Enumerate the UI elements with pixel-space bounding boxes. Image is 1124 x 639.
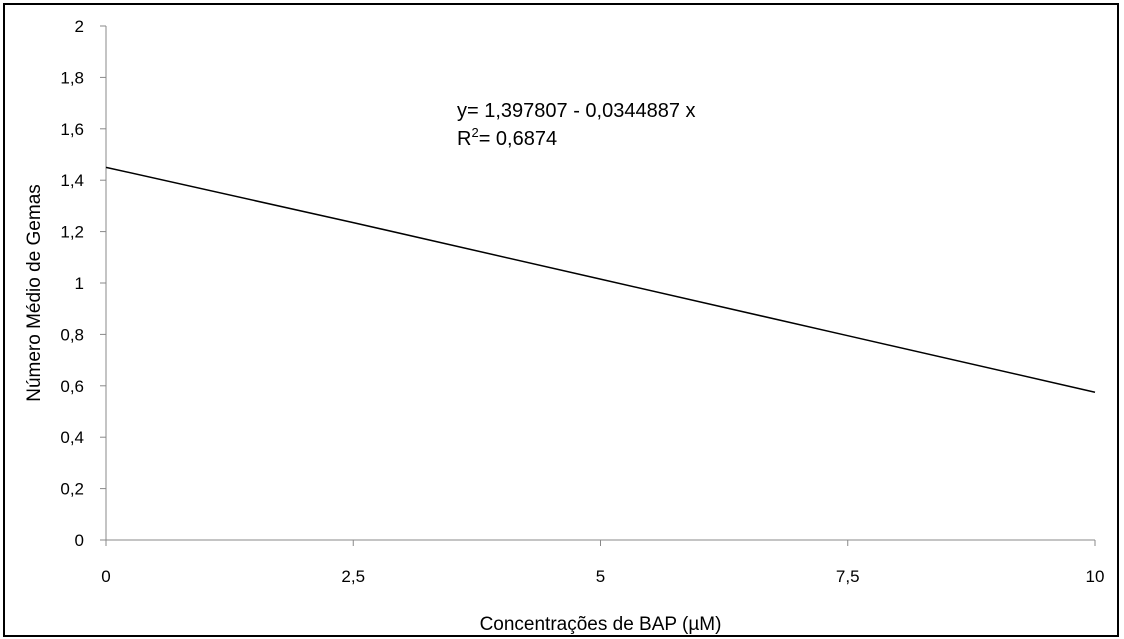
y-tick-label: 0,8 xyxy=(60,325,84,344)
regression-chart: 0 0,2 0,4 0,6 0,8 1 1,2 1,4 1,6 1,8 2 0 2,5 5 7,5 10 Co… xyxy=(24,17,1104,635)
x-tick-label: 10 xyxy=(1086,567,1105,586)
x-axis-title: Concentrações de BAP (µM) xyxy=(480,614,722,635)
y-tick-label: 0,6 xyxy=(60,377,84,396)
x-tick-label: 7,5 xyxy=(836,567,860,586)
y-tick-label: 2 xyxy=(75,17,84,36)
regression-equation: y= 1,397807 - 0,0344887 x xyxy=(457,100,696,122)
y-tick-label: 1 xyxy=(75,274,84,293)
series xyxy=(105,166,1096,393)
r-squared-superscript: 2 xyxy=(471,125,478,140)
x-tick-label: 2,5 xyxy=(341,567,365,586)
y-tick-label: 0,2 xyxy=(60,480,84,499)
y-tick-label: 1,8 xyxy=(60,68,84,87)
r-squared-value: = 0,6874 xyxy=(479,128,557,150)
chart-frame: 0 0,2 0,4 0,6 0,8 1 1,2 1,4 1,6 1,8 2 0 2,5 5 7,5 10 Co… xyxy=(3,3,1119,637)
tick-labels: 0 0,2 0,4 0,6 0,8 1 1,2 1,4 1,6 1,8 2 0 2,5 5 7,5 10 xyxy=(60,17,1104,586)
y-tick-label: 1,6 xyxy=(60,120,84,139)
y-tick-label: 1,2 xyxy=(60,223,84,242)
y-tick-label: 1,4 xyxy=(60,171,84,190)
x-tick-label: 0 xyxy=(101,567,110,586)
regression-line xyxy=(105,166,1096,393)
x-tick-label: 5 xyxy=(596,567,605,586)
y-tick-label: 0,4 xyxy=(60,428,84,447)
r-squared-prefix: R xyxy=(457,128,471,150)
axes xyxy=(100,25,1096,546)
r-squared-label: R2= 0,6874 xyxy=(457,125,557,150)
y-tick-label: 0 xyxy=(75,531,84,550)
y-axis-title: Número Médio de Gemas xyxy=(24,184,45,402)
